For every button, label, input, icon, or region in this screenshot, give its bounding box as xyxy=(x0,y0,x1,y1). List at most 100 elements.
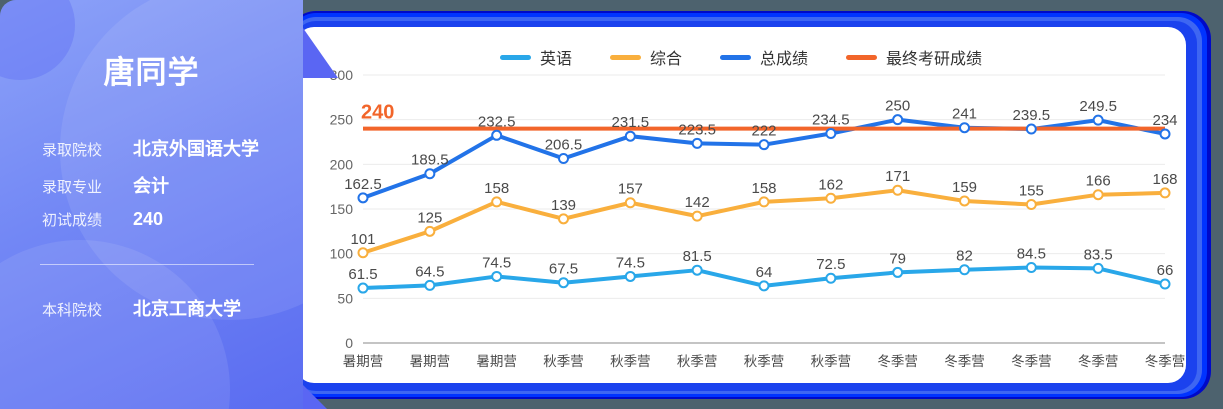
data-point-comprehensive[interactable] xyxy=(357,247,369,259)
data-point-label: 66 xyxy=(1157,262,1174,279)
data-point-english[interactable] xyxy=(825,272,837,284)
data-point-english[interactable] xyxy=(624,270,636,282)
data-point-english[interactable] xyxy=(491,270,503,282)
legend-swatch-english xyxy=(499,54,531,60)
data-point-label: 222 xyxy=(751,123,776,140)
legend-swatch-final xyxy=(846,54,878,60)
legend-label: 综合 xyxy=(649,51,682,68)
x-tick-label: 秋季营 xyxy=(677,354,718,369)
x-tick-label: 秋季营 xyxy=(610,354,651,369)
data-point-comprehensive[interactable] xyxy=(1092,189,1104,201)
info-value: 北京工商大学 xyxy=(133,299,241,319)
data-point-total[interactable] xyxy=(691,137,703,149)
data-point-label: 159 xyxy=(952,179,977,196)
legend-item-total[interactable]: 总成绩 xyxy=(720,45,808,69)
data-point-english[interactable] xyxy=(892,266,904,278)
data-point-label: 155 xyxy=(1019,183,1044,200)
data-point-english[interactable] xyxy=(1092,262,1104,274)
data-point-label: 162 xyxy=(818,176,843,193)
data-point-total[interactable] xyxy=(424,168,436,180)
x-tick-label: 秋季营 xyxy=(811,354,852,369)
data-point-label: 166 xyxy=(1086,173,1111,190)
data-point-total[interactable] xyxy=(624,130,636,142)
data-point-label: 74.5 xyxy=(616,254,645,271)
data-point-comprehensive[interactable] xyxy=(959,195,970,207)
data-point-english[interactable] xyxy=(424,279,436,291)
data-point-comprehensive[interactable] xyxy=(691,210,703,222)
data-point-label: 158 xyxy=(751,180,776,197)
x-tick-label: 秋季营 xyxy=(543,354,584,369)
data-point-comprehensive[interactable] xyxy=(558,213,569,225)
data-point-total[interactable] xyxy=(558,153,569,165)
data-point-label: 84.5 xyxy=(1017,246,1046,263)
data-point-label: 79 xyxy=(889,250,906,267)
data-point-comprehensive[interactable] xyxy=(424,225,436,237)
y-tick-label: 150 xyxy=(330,201,354,217)
data-point-english[interactable] xyxy=(691,264,703,276)
y-tick-label: 0 xyxy=(345,335,353,351)
data-point-english[interactable] xyxy=(959,264,970,276)
data-point-label: 223.5 xyxy=(678,121,716,138)
data-point-english[interactable] xyxy=(1025,262,1037,274)
data-point-comprehensive[interactable] xyxy=(1159,187,1171,199)
data-point-label: 139 xyxy=(551,197,576,214)
data-point-label: 72.5 xyxy=(816,256,845,273)
data-point-total[interactable] xyxy=(357,192,369,204)
data-point-label: 82 xyxy=(956,248,973,265)
data-point-total[interactable] xyxy=(1092,114,1104,126)
data-point-total[interactable] xyxy=(1025,123,1037,135)
score-line-chart: 0 50 100 150 200 250 300 暑期营 暑期营 暑期营 秋季营 秋季营 秋季营 秋季营 秋… xyxy=(330,67,1186,369)
x-tick-label: 暑期营 xyxy=(476,354,517,369)
data-point-total[interactable] xyxy=(491,129,503,141)
data-point-comprehensive[interactable] xyxy=(624,197,636,209)
x-tick-label: 暑期营 xyxy=(343,354,384,369)
info-label: 录取专业 xyxy=(42,179,103,196)
x-tick-label: 冬季营 xyxy=(1145,354,1186,369)
data-point-label: 64 xyxy=(756,264,773,281)
data-point-total[interactable] xyxy=(758,139,770,151)
data-point-label: 157 xyxy=(618,181,643,198)
y-tick-label: 250 xyxy=(330,112,354,128)
student-info-rows: 录取院校 北京外国语大学 录取专业 会计 初试成绩 240 xyxy=(42,135,283,246)
x-tick-label: 冬季营 xyxy=(1011,354,1051,369)
data-point-label: 234 xyxy=(1152,112,1177,129)
x-tick-label: 秋季营 xyxy=(744,354,785,369)
data-point-english[interactable] xyxy=(357,282,369,294)
data-point-label: 83.5 xyxy=(1084,246,1113,263)
data-point-label: 162.5 xyxy=(344,176,382,193)
info-label: 初试成绩 xyxy=(42,212,103,229)
data-point-label: 234.5 xyxy=(812,112,850,129)
info-value: 北京外国语大学 xyxy=(133,139,259,159)
data-point-english[interactable] xyxy=(1159,278,1171,290)
data-point-comprehensive[interactable] xyxy=(491,196,503,208)
legend-item-final[interactable]: 最终考研成绩 xyxy=(846,45,982,69)
legend-label: 最终考研成绩 xyxy=(886,51,983,68)
data-point-total[interactable] xyxy=(1159,128,1171,140)
data-point-english[interactable] xyxy=(558,277,569,289)
info-row-admitted-school: 录取院校 北京外国语大学 xyxy=(42,135,283,172)
data-point-total[interactable] xyxy=(892,114,904,126)
data-point-comprehensive[interactable] xyxy=(825,192,837,204)
data-point-english[interactable] xyxy=(758,280,770,292)
data-point-label: 142 xyxy=(685,194,710,211)
legend-item-comprehensive[interactable]: 综合 xyxy=(609,45,682,69)
reference-line-label: 240 xyxy=(361,102,394,124)
data-point-comprehensive[interactable] xyxy=(758,196,770,208)
data-point-label: 158 xyxy=(484,180,509,197)
data-point-comprehensive[interactable] xyxy=(1025,199,1037,211)
data-point-label: 168 xyxy=(1152,171,1177,188)
data-point-label: 241 xyxy=(952,106,977,123)
y-tick-label: 100 xyxy=(330,246,354,262)
data-point-label: 249.5 xyxy=(1079,98,1117,115)
x-tick-label: 冬季营 xyxy=(1078,354,1119,369)
legend-item-english[interactable]: 英语 xyxy=(499,45,572,69)
x-tick-label: 冬季营 xyxy=(944,354,985,369)
student-info-card: 唐同学 录取院校 北京外国语大学 录取专业 会计 初试成绩 240 本科院校 北… xyxy=(0,0,303,409)
data-point-total[interactable] xyxy=(825,128,837,140)
legend-swatch-total xyxy=(720,54,751,60)
data-point-total[interactable] xyxy=(959,122,970,134)
data-point-comprehensive[interactable] xyxy=(892,184,904,196)
legend-swatch-comprehensive xyxy=(609,54,641,60)
data-point-label: 64.5 xyxy=(415,263,444,280)
